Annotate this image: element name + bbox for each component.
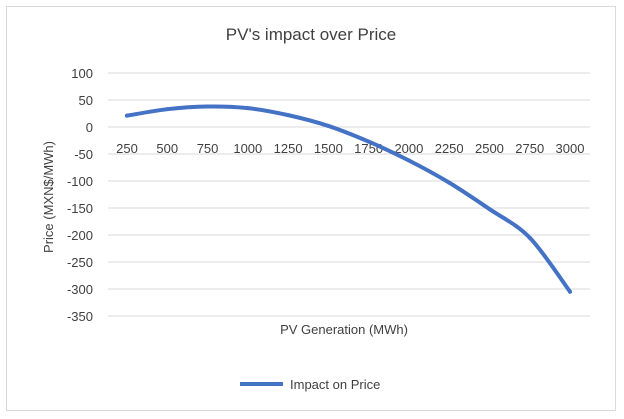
data-point	[568, 289, 572, 294]
data-point	[406, 158, 411, 163]
x-tick-label: 750	[197, 141, 219, 156]
data-point	[527, 235, 532, 240]
x-tick-label: 1000	[233, 141, 262, 156]
legend-label: Impact on Price	[290, 377, 380, 392]
x-tick-label: 2500	[475, 141, 504, 156]
x-tick-label: 1250	[274, 141, 303, 156]
data-point	[326, 123, 331, 128]
y-axis-label: Price (MXN$/MWh)	[41, 141, 56, 253]
x-tick-label: 3000	[556, 141, 585, 156]
data-point	[366, 139, 371, 144]
series-group	[125, 104, 572, 294]
data-point	[286, 113, 291, 118]
y-tick-label: -150	[67, 201, 93, 216]
x-axis-ticks: 250 500 750 1000 1250 1500 1750 2000 2250 2500 275…	[116, 141, 584, 156]
data-point	[487, 207, 492, 212]
y-tick-label: 100	[71, 66, 93, 81]
gridlines	[108, 72, 590, 317]
x-tick-label: 2000	[394, 141, 423, 156]
data-point	[165, 107, 170, 112]
x-axis-label: PV Generation (MWh)	[280, 322, 408, 337]
y-tick-label: -300	[67, 282, 93, 297]
data-point	[447, 180, 452, 185]
y-axis-ticks: 100 50 0 -50 -100 -150 -200 -250 -300 -350	[67, 66, 93, 324]
data-point	[205, 104, 210, 109]
data-point	[125, 113, 129, 118]
x-tick-label: 1500	[314, 141, 343, 156]
y-tick-label: -50	[74, 147, 93, 162]
y-tick-label: -100	[67, 174, 93, 189]
x-tick-label: 2750	[515, 141, 544, 156]
y-tick-label: -200	[67, 228, 93, 243]
x-tick-label: 500	[156, 141, 178, 156]
y-tick-label: -350	[67, 309, 93, 324]
x-tick-label: 2250	[435, 141, 464, 156]
y-tick-label: -250	[67, 255, 93, 270]
y-tick-label: 50	[79, 93, 93, 108]
y-tick-label: 0	[86, 120, 93, 135]
legend: Impact on Price	[240, 377, 380, 392]
chart-title: PV's impact over Price	[226, 25, 396, 44]
series-line	[125, 104, 572, 294]
data-point	[245, 106, 250, 111]
x-tick-label: 250	[116, 141, 138, 156]
